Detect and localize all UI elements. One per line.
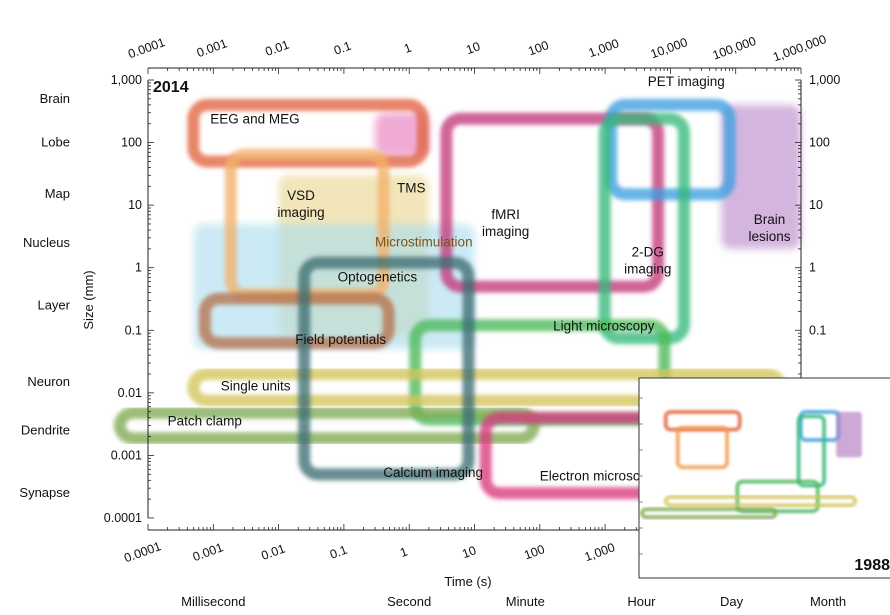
x-tick-label-bottom: 1 xyxy=(398,544,409,560)
label-microstimulation: Microstimulation xyxy=(375,234,473,249)
size-scale-dendrite: Dendrite xyxy=(21,423,70,438)
region-patch-clamp xyxy=(113,406,540,445)
region-pet-imaging xyxy=(605,98,736,201)
size-scale-synapse: Synapse xyxy=(19,485,70,500)
size-scale-layer: Layer xyxy=(37,297,70,312)
x-tick-label-top: 100,000 xyxy=(711,34,758,63)
method-labels-layer: EEG and MEG VSD imaging TMS fMRI imaging PET i… xyxy=(168,74,791,483)
inset-regions xyxy=(639,409,862,520)
x-tick-label-bottom: 0.0001 xyxy=(122,539,163,565)
time-scale-day: Day xyxy=(720,594,744,609)
x-axis-label: Time (s) xyxy=(444,574,491,589)
y-tick-label-right: 100 xyxy=(809,136,830,150)
size-scale-neuron: Neuron xyxy=(27,374,70,389)
inset-region-patch-clamp xyxy=(639,507,778,520)
label-optogenetics: Optogenetics xyxy=(338,270,418,285)
x-tick-label-top: 0.001 xyxy=(195,36,229,60)
label-eeg-and-meg: EEG and MEG xyxy=(210,112,299,127)
inset-region-single-units xyxy=(663,494,858,508)
label-brain-lesions: Brain lesions xyxy=(749,212,791,244)
time-scale-minute: Minute xyxy=(506,594,545,609)
size-scale-lobe: Lobe xyxy=(41,135,70,150)
label-2-dg-imaging: 2-DG imaging xyxy=(624,245,671,277)
year-label: 2014 xyxy=(153,79,189,96)
inset-region-vsd-imaging xyxy=(675,425,730,470)
y-tick-label-left: 0.001 xyxy=(111,448,142,462)
region-optogenetics xyxy=(193,223,475,350)
time-scale-hour: Hour xyxy=(627,594,656,609)
x-tick-label-top: 0.0001 xyxy=(126,35,167,61)
label-single-units: Single units xyxy=(221,378,291,393)
y-tick-label-left: 0.1 xyxy=(125,323,142,337)
region-brain-lesions xyxy=(721,104,801,249)
y-tick-label-left: 100 xyxy=(121,136,142,150)
y-tick-label-left: 1,000 xyxy=(111,73,142,87)
inset-year-label: 1988 xyxy=(854,557,890,574)
label-patch-clamp: Patch clamp xyxy=(168,414,242,429)
inset-region-brain-lesions xyxy=(836,411,862,458)
x-tick-label-top: 1 xyxy=(402,40,413,56)
region-eeg-and-meg xyxy=(187,98,429,168)
y-tick-label-right: 0.1 xyxy=(809,323,826,337)
label-calcium-imaging: Calcium imaging xyxy=(383,465,483,480)
region-fmri-imaging xyxy=(440,112,665,293)
x-tick-label-bottom: 0.1 xyxy=(328,543,349,562)
region-tms xyxy=(375,112,429,157)
y-tick-label-left: 0.01 xyxy=(118,386,142,400)
label-light-microscopy: Light microscopy xyxy=(553,318,655,333)
x-tick-label-bottom: 0.01 xyxy=(259,541,287,562)
label-vsd-imaging: VSD imaging xyxy=(277,188,324,220)
label-pet-imaging: PET imaging xyxy=(648,74,725,89)
x-tick-label-top: 0.1 xyxy=(332,39,353,58)
label-field-potentials: Field potentials xyxy=(295,332,386,347)
x-tick-label-bottom: 100 xyxy=(522,542,546,562)
x-tick-label-top: 10 xyxy=(464,39,482,57)
region-2-dg-imaging xyxy=(598,112,691,345)
region-calcium-imaging xyxy=(298,256,475,481)
inset-frame xyxy=(638,377,890,579)
time-scale-second: Second xyxy=(387,594,431,609)
x-tick-label-bottom: 0.001 xyxy=(191,540,225,564)
x-tick-label-bottom: 1,000 xyxy=(583,540,617,564)
time-scale-month: Month xyxy=(810,594,846,609)
x-tick-label-top: 10,000 xyxy=(649,35,690,61)
label-fmri-imaging: fMRI imaging xyxy=(482,207,529,239)
y-tick-label-left: 0.0001 xyxy=(104,511,142,525)
x-tick-label-bottom: 10 xyxy=(460,543,478,561)
y-tick-label-right: 1 xyxy=(809,261,816,275)
y-tick-label-right: 10 xyxy=(809,198,823,212)
label-tms: TMS xyxy=(397,180,426,195)
inset-region-2-dg-imaging xyxy=(796,414,827,488)
size-scale-brain: Brain xyxy=(40,91,70,106)
time-scale-millisecond: Millisecond xyxy=(181,594,245,609)
size-scale-nucleus: Nucleus xyxy=(23,235,70,250)
x-tick-label-top: 0.01 xyxy=(263,37,291,58)
y-axis-label: Size (mm) xyxy=(81,270,96,329)
size-scale-map: Map xyxy=(45,186,70,201)
label-electron-microscopy: Electron microscopy xyxy=(540,468,662,483)
inset-1988 xyxy=(638,377,890,579)
y-tick-label-right: 1,000 xyxy=(809,73,840,87)
x-tick-label-top: 1,000,000 xyxy=(771,32,828,64)
x-tick-label-top: 100 xyxy=(526,38,550,58)
y-tick-label-left: 10 xyxy=(128,198,142,212)
y-tick-label-left: 1 xyxy=(135,261,142,275)
region-field-potentials xyxy=(198,292,395,350)
x-tick-label-top: 1,000 xyxy=(587,36,621,60)
